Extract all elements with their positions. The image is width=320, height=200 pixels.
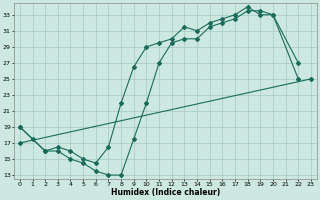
X-axis label: Humidex (Indice chaleur): Humidex (Indice chaleur): [111, 188, 220, 197]
